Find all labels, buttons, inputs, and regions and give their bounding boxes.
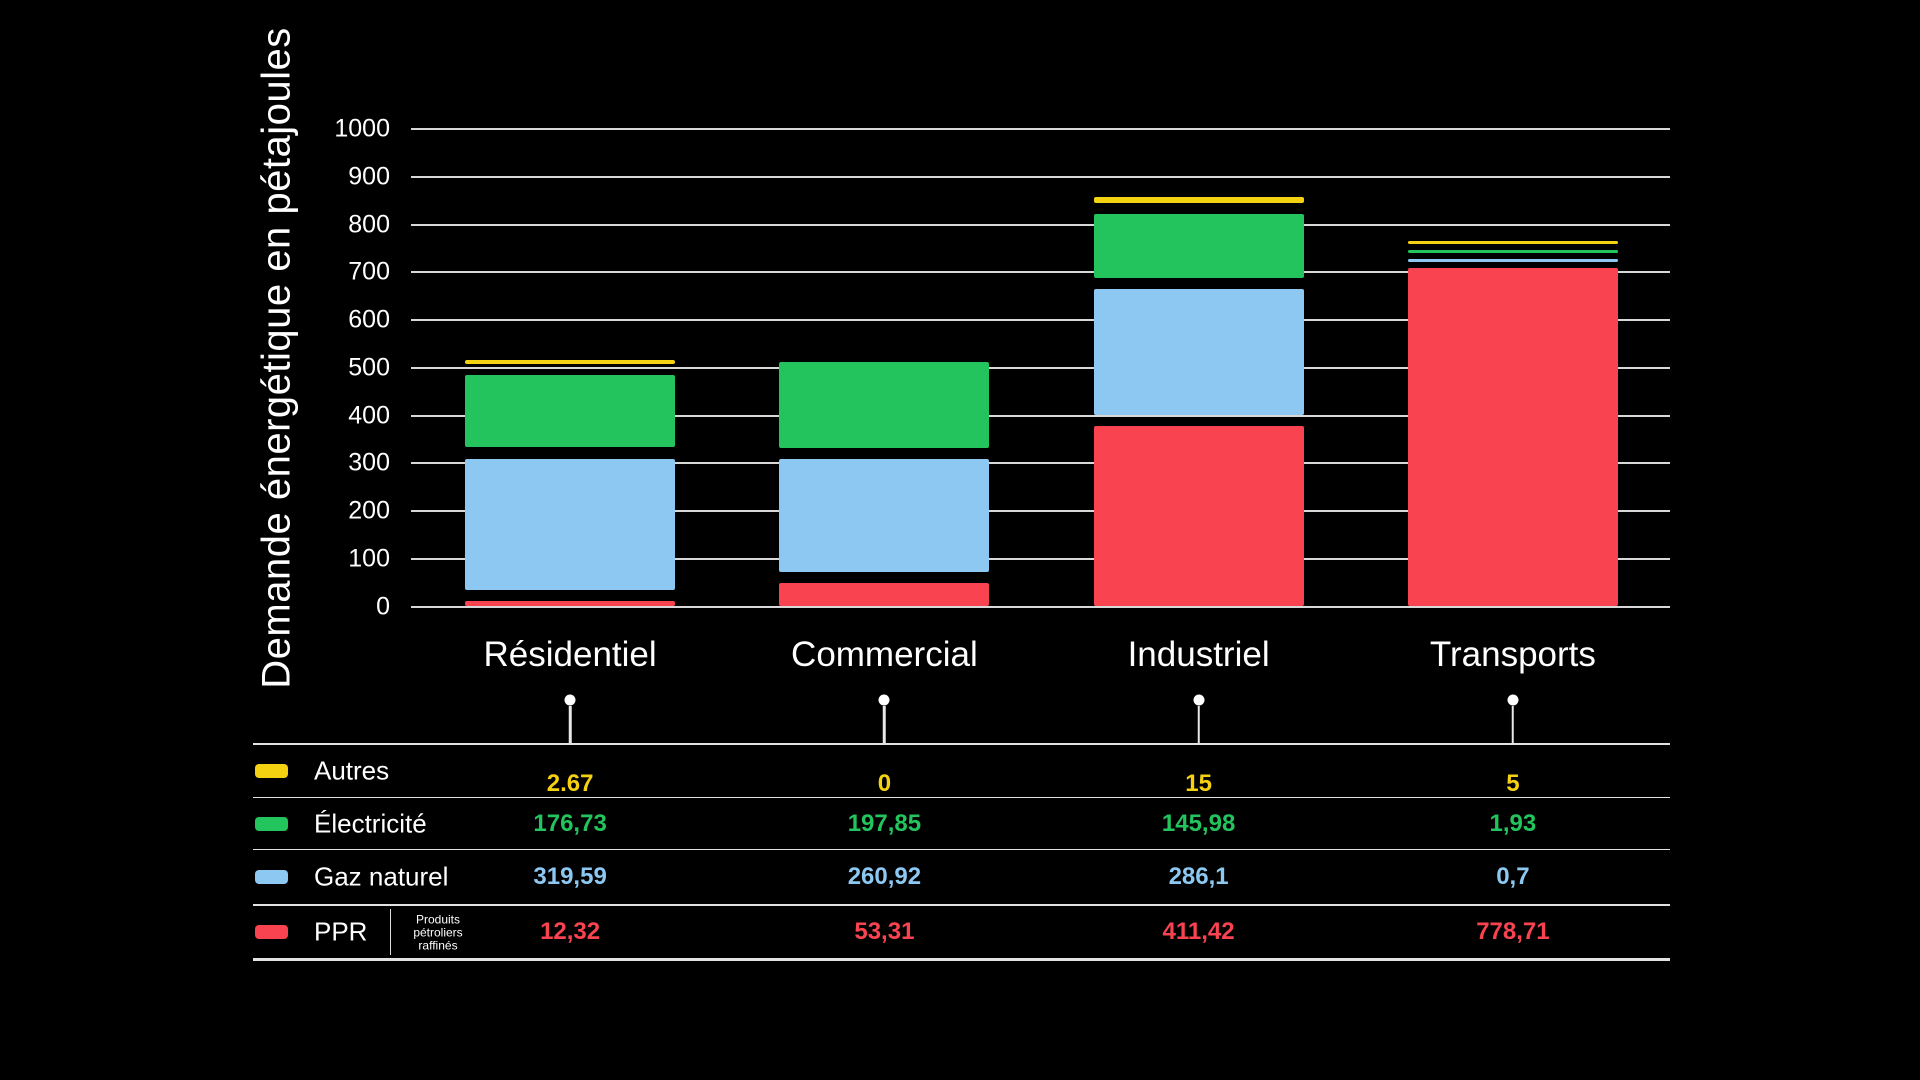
y-tick-label-800: 800: [348, 210, 390, 239]
value-gaz naturel-industriel: 286,1: [1168, 863, 1229, 891]
gridline-800: [411, 223, 1670, 226]
value-ppr-résidentiel: 12,32: [540, 918, 601, 945]
connector-dot-transports: [1507, 694, 1519, 706]
bar-segment-transports-2: [1407, 249, 1618, 253]
connector-stem-industriel: [1197, 706, 1200, 744]
bar-segment-industriel-1: [1093, 289, 1304, 415]
table-line-1: [253, 796, 1670, 799]
bar-segment-commercial-1: [779, 459, 990, 573]
gridline-700: [411, 271, 1670, 274]
bar-segment-transports-0: [1407, 267, 1618, 607]
legend-divider: [389, 909, 391, 955]
bar-segment-industriel-0: [1093, 425, 1304, 607]
value-électricité-transports: 1,93: [1489, 809, 1537, 837]
bar-segment-industriel-2: [1093, 214, 1304, 279]
bar-segment-résidentiel-2: [465, 374, 676, 448]
value-gaz naturel-résidentiel: 319,59: [533, 863, 607, 891]
value-ppr-transports: 778,71: [1476, 918, 1550, 945]
table-line-0: [253, 742, 1670, 745]
bar-segment-résidentiel-1: [465, 458, 676, 591]
value-gaz naturel-transports: 0,7: [1496, 863, 1530, 891]
bar-segment-transports-1: [1407, 258, 1618, 262]
gridline-900: [411, 175, 1670, 178]
y-tick-label-0: 0: [376, 592, 390, 620]
table-line-2: [253, 848, 1670, 851]
category-label-industriel: Industriel: [1127, 635, 1270, 674]
bar-segment-commercial-2: [779, 362, 990, 448]
bar-segment-commercial-0: [779, 583, 990, 607]
gridline-600: [411, 319, 1670, 322]
bar-segment-résidentiel-0: [465, 601, 676, 607]
table-line-3: [253, 904, 1670, 906]
gridline-400: [411, 414, 1670, 417]
value-autres-transports: 5: [1506, 769, 1520, 797]
legend-swatch-autres: [255, 763, 288, 778]
gridline-500: [411, 366, 1670, 369]
y-tick-label-300: 300: [348, 448, 390, 477]
bar-segment-transports-3: [1407, 240, 1618, 244]
bar-segment-industriel-3: [1093, 196, 1304, 204]
connector-dot-commercial: [878, 694, 890, 706]
connector-stem-transports: [1511, 706, 1515, 744]
value-électricité-résidentiel: 176,73: [533, 809, 607, 837]
y-tick-label-600: 600: [348, 305, 390, 334]
y-tick-label-500: 500: [348, 353, 390, 382]
legend-label-autres: Autres: [314, 755, 390, 785]
bar-segment-résidentiel-3: [465, 360, 676, 364]
table-line-4: [253, 957, 1670, 961]
gridline-0: [411, 605, 1670, 608]
category-label-transports: Transports: [1429, 635, 1596, 674]
legend-label-ppr: PPR: [314, 916, 368, 947]
legend-swatch-ppr: [255, 925, 288, 939]
y-tick-label-1000: 1000: [334, 114, 390, 143]
y-tick-label-100: 100: [348, 544, 390, 573]
gridline-100: [411, 557, 1670, 560]
legend-sublabel: Produits pétroliers raffinés: [413, 912, 463, 953]
y-tick-label-900: 900: [348, 162, 390, 191]
category-label-commercial: Commercial: [791, 635, 978, 674]
legend-label-gaz naturel: Gaz naturel: [314, 861, 449, 892]
value-gaz naturel-commercial: 260,92: [847, 863, 922, 891]
value-autres-résidentiel: 2.67: [546, 769, 594, 797]
y-tick-label-200: 200: [348, 496, 390, 525]
connector-stem-résidentiel: [568, 706, 572, 744]
legend-swatch-électricité: [255, 816, 288, 831]
y-tick-label-700: 700: [348, 257, 390, 286]
gridline-200: [411, 510, 1670, 513]
value-ppr-industriel: 411,42: [1162, 918, 1235, 945]
y-tick-label-400: 400: [348, 401, 390, 430]
gridline-1000: [411, 128, 1670, 131]
legend-label-électricité: Électricité: [314, 808, 427, 838]
value-électricité-industriel: 145,98: [1161, 809, 1236, 837]
category-label-résidentiel: Résidentiel: [483, 635, 657, 674]
legend-swatch-gaz naturel: [255, 870, 288, 885]
value-autres-industriel: 15: [1185, 769, 1212, 797]
connector-dot-industriel: [1193, 694, 1205, 706]
gridline-300: [411, 462, 1670, 465]
value-électricité-commercial: 197,85: [847, 809, 922, 837]
connector-stem-commercial: [883, 706, 886, 744]
value-autres-commercial: 0: [877, 769, 892, 797]
value-ppr-commercial: 53,31: [854, 918, 915, 945]
connector-dot-résidentiel: [564, 694, 576, 706]
